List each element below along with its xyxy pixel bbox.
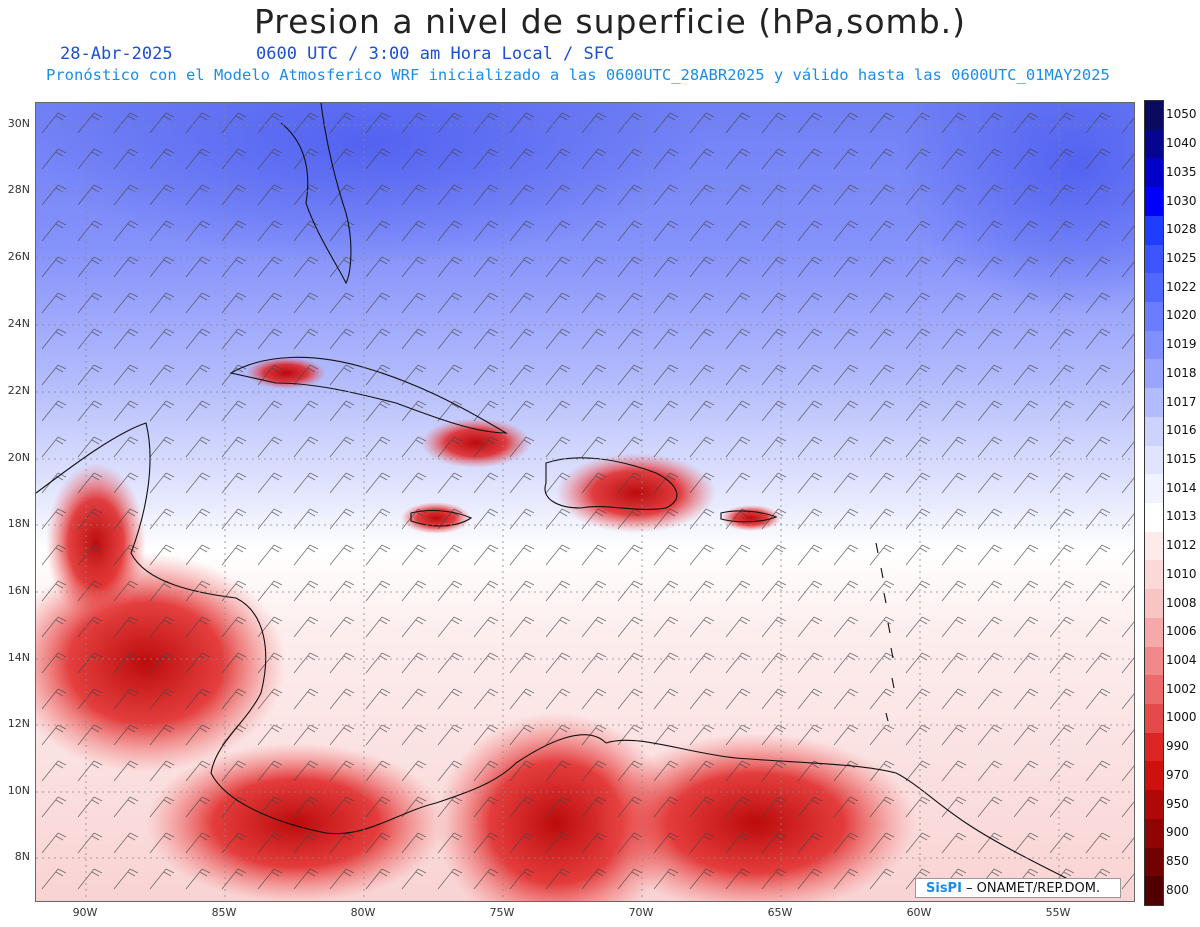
colorbar-cell xyxy=(1145,818,1163,849)
colorbar-cell xyxy=(1145,531,1163,561)
colorbar-label-1020: 1020 xyxy=(1166,308,1197,323)
colorbar-cell xyxy=(1145,704,1163,734)
lat-label-8N: 8N xyxy=(14,850,30,863)
colorbar-cell xyxy=(1145,790,1163,820)
colorbar-label-1028: 1028 xyxy=(1166,222,1197,237)
model-info: Pronóstico con el Modelo Atmosferico WRF… xyxy=(46,66,1110,84)
colorbar-label-1025: 1025 xyxy=(1166,250,1197,265)
jamaica-coast xyxy=(410,509,473,527)
lon-label-90W: 90W xyxy=(72,906,98,919)
cuba-coast xyxy=(229,356,508,434)
colorbar-label-1017: 1017 xyxy=(1166,394,1197,409)
lon-label-75W: 75W xyxy=(489,906,515,919)
graticule xyxy=(36,103,1134,901)
colorbar-label-1013: 1013 xyxy=(1166,509,1197,524)
florida-coast xyxy=(280,103,352,285)
credit-text: – ONAMET/REP.DOM. xyxy=(961,881,1101,896)
colorbar-cell xyxy=(1145,416,1163,447)
lat-label-20N: 20N xyxy=(7,451,30,464)
colorbar-label-800: 800 xyxy=(1166,882,1189,897)
coastlines xyxy=(36,103,1077,884)
colorbar-label-1050: 1050 xyxy=(1166,107,1197,122)
colorbar-cell xyxy=(1145,474,1163,504)
lon-label-70W: 70W xyxy=(628,906,654,919)
colorbar-cell xyxy=(1145,101,1163,131)
lat-label-26N: 26N xyxy=(7,250,30,263)
lat-label-16N: 16N xyxy=(7,584,30,597)
chart-title: Presion a nivel de superficie (hPa,somb.… xyxy=(253,2,967,41)
puerto-rico-coast xyxy=(720,510,778,523)
colorbar-label-1012: 1012 xyxy=(1166,538,1197,553)
colorbar-cell xyxy=(1145,617,1163,648)
south-america-coast xyxy=(605,739,1077,884)
lat-label-22N: 22N xyxy=(7,384,30,397)
lat-label-14N: 14N xyxy=(7,651,30,664)
map-canvas xyxy=(36,103,1134,901)
colorbar-label-1000: 1000 xyxy=(1166,710,1197,725)
colorbar-label-1040: 1040 xyxy=(1166,136,1197,151)
lon-label-65W: 65W xyxy=(767,906,793,919)
lon-label-85W: 85W xyxy=(211,906,237,919)
colorbar-cell xyxy=(1145,675,1163,705)
colorbar-label-1018: 1018 xyxy=(1166,365,1197,380)
colorbar-cell xyxy=(1145,129,1163,159)
colorbar-cell xyxy=(1145,560,1163,590)
colorbar-label-1022: 1022 xyxy=(1166,279,1197,294)
colorbar-label-1014: 1014 xyxy=(1166,480,1197,495)
colorbar-cell xyxy=(1145,646,1163,676)
colorbar-label-900: 900 xyxy=(1166,825,1189,840)
colorbar-label-1015: 1015 xyxy=(1166,451,1197,466)
colorbar-label-1035: 1035 xyxy=(1166,164,1197,179)
colorbar-cell xyxy=(1145,359,1163,389)
lat-label-24N: 24N xyxy=(7,317,30,330)
lat-label-28N: 28N xyxy=(7,183,30,196)
colorbar-cell xyxy=(1145,187,1163,217)
forecast-date: 28-Abr-2025 xyxy=(60,44,173,64)
colorbar-label-1030: 1030 xyxy=(1166,193,1197,208)
colorbar-cell xyxy=(1145,503,1163,533)
lat-label-30N: 30N xyxy=(7,117,30,130)
colorbar-cell xyxy=(1145,330,1163,360)
colorbar-label-950: 950 xyxy=(1166,796,1189,811)
pressure-map xyxy=(35,102,1135,902)
colorbar-cell xyxy=(1145,388,1163,418)
colorbar-cell xyxy=(1145,732,1163,762)
colorbar-cell xyxy=(1145,244,1163,274)
colorbar-label-1016: 1016 xyxy=(1166,423,1197,438)
sispi-logo: SisPI xyxy=(926,881,962,896)
lat-label-12N: 12N xyxy=(7,717,30,730)
colorbar-label-850: 850 xyxy=(1166,853,1189,868)
lat-label-10N: 10N xyxy=(7,784,30,797)
colorbar-cell xyxy=(1145,273,1163,303)
colorbar-label-970: 970 xyxy=(1166,767,1189,782)
lesser-antilles xyxy=(875,542,895,722)
colorbar-cell xyxy=(1145,761,1163,791)
forecast-time-info: 0600 UTC / 3:00 am Hora Local / SFC xyxy=(256,44,615,64)
hispaniola-coast xyxy=(544,457,678,510)
colorbar-cell xyxy=(1145,302,1163,332)
colorbar-cell xyxy=(1145,847,1163,877)
colorbar-cell xyxy=(1145,445,1163,475)
colorbar-cell xyxy=(1145,589,1163,619)
colorbar xyxy=(1144,100,1164,906)
colorbar-cell xyxy=(1145,215,1163,246)
lon-label-60W: 60W xyxy=(906,906,932,919)
lon-label-55W: 55W xyxy=(1045,906,1071,919)
colorbar-label-1002: 1002 xyxy=(1166,681,1197,696)
credit-box: SisPI – ONAMET/REP.DOM. xyxy=(915,878,1121,898)
lat-label-18N: 18N xyxy=(7,517,30,530)
central-america-coast xyxy=(36,422,607,835)
colorbar-cell xyxy=(1145,158,1163,188)
colorbar-label-990: 990 xyxy=(1166,739,1189,754)
colorbar-label-1004: 1004 xyxy=(1166,652,1197,667)
colorbar-cell xyxy=(1145,876,1163,906)
colorbar-label-1008: 1008 xyxy=(1166,595,1197,610)
colorbar-label-1019: 1019 xyxy=(1166,337,1197,352)
wind-barbs xyxy=(36,103,1134,901)
colorbar-label-1010: 1010 xyxy=(1166,566,1197,581)
colorbar-label-1006: 1006 xyxy=(1166,624,1197,639)
lon-label-80W: 80W xyxy=(350,906,376,919)
